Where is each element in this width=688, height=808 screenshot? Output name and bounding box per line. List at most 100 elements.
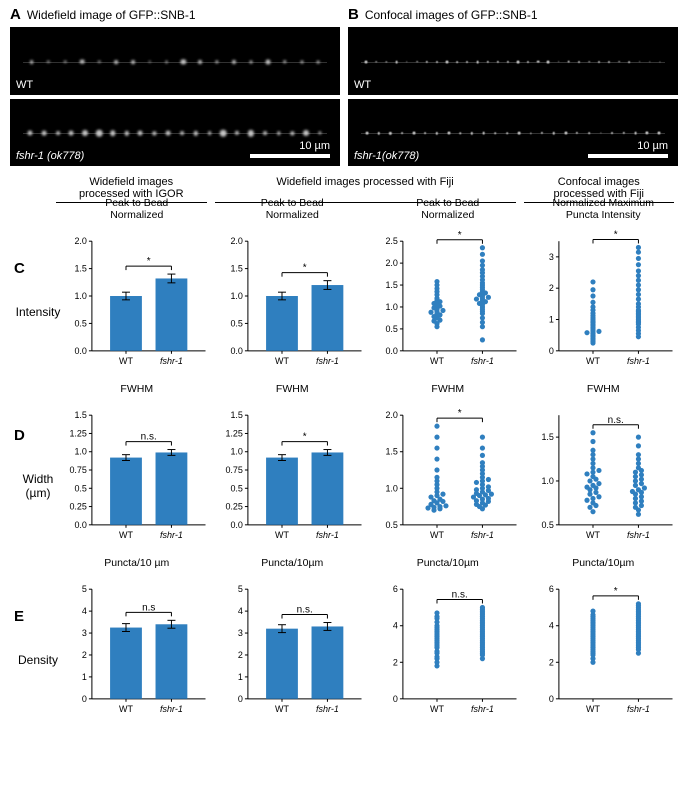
panel-A: A Widefield image of GFP::SNB-1 WT fshr-… (10, 6, 340, 166)
chart-D-4-plot: 0.51.01.5WTfshr-1n.s. (529, 397, 679, 547)
svg-text:*: * (613, 586, 617, 597)
chart-D-2-plot: 0.00.250.50.751.01.251.5WTfshr-1* (218, 397, 368, 547)
svg-text:1.0: 1.0 (541, 476, 553, 486)
chart-D-2-title: FWHM (276, 379, 309, 395)
panel-A-scalebar-label: 10 µm (299, 140, 330, 152)
svg-text:fshr-1: fshr-1 (316, 704, 339, 714)
svg-text:0.5: 0.5 (385, 324, 397, 334)
panel-A-top-label: WT (16, 79, 33, 91)
chart-D-4-title: FWHM (587, 379, 620, 395)
panel-A-letter: A (10, 6, 21, 23)
chart-C-2: Peak to Bead Normalized0.00.51.01.52.0WT… (218, 205, 368, 373)
row-C-label: Intensity (16, 305, 61, 319)
svg-text:2: 2 (548, 283, 553, 293)
chart-E-4-plot: 0246WTfshr-1* (529, 571, 679, 721)
svg-text:0: 0 (393, 694, 398, 704)
panel-B-letter: B (348, 6, 359, 23)
svg-text:WT: WT (119, 530, 133, 540)
svg-text:1.5: 1.5 (74, 264, 86, 274)
svg-text:*: * (302, 432, 306, 443)
panel-B-image-wt: WT (348, 27, 678, 95)
svg-text:fshr-1: fshr-1 (471, 530, 494, 540)
svg-text:0.0: 0.0 (230, 346, 242, 356)
svg-text:0: 0 (548, 346, 553, 356)
panel-A-header: A Widefield image of GFP::SNB-1 (10, 6, 340, 23)
svg-text:2: 2 (82, 650, 87, 660)
panel-B-image-mut: fshr-1(ok778) 10 µm (348, 99, 678, 167)
chart-C-2-plot: 0.00.51.01.52.0WTfshr-1* (218, 223, 368, 373)
panel-B-header: B Confocal images of GFP::SNB-1 (348, 6, 678, 23)
row-C-letter: C (14, 260, 25, 277)
svg-text:1: 1 (82, 672, 87, 682)
svg-text:2.0: 2.0 (74, 236, 86, 246)
chart-E-3-title: Puncta/10µm (417, 553, 479, 569)
svg-text:fshr-1: fshr-1 (160, 704, 183, 714)
chart-E-2-plot: 012345WTfshr-1n.s. (218, 571, 368, 721)
row-E-letter: E (14, 608, 24, 625)
svg-text:fshr-1: fshr-1 (627, 704, 650, 714)
svg-text:*: * (302, 263, 306, 274)
panel-A-scalebar (250, 154, 330, 158)
puncta-A-top (23, 61, 327, 63)
chart-D-1: FWHM0.00.250.50.751.01.251.5WTfshr-1n.s. (62, 379, 212, 547)
svg-text:1.25: 1.25 (225, 428, 242, 438)
svg-text:0.75: 0.75 (225, 465, 242, 475)
svg-text:1.5: 1.5 (385, 447, 397, 457)
svg-text:1.0: 1.0 (385, 302, 397, 312)
panel-B-scalebar-label: 10 µm (637, 140, 668, 152)
chart-C-4-title: Normalized Maximum Puncta Intensity (552, 205, 654, 221)
puncta-B-top (361, 61, 665, 63)
chart-E-1: Puncta/10 µm012345WTfshr-1n.s (62, 553, 212, 721)
chart-E-2: Puncta/10µm012345WTfshr-1n.s. (218, 553, 368, 721)
puncta-B-bot (361, 132, 665, 134)
svg-text:0.75: 0.75 (69, 465, 86, 475)
svg-text:fshr-1: fshr-1 (316, 356, 339, 366)
chart-E-4-title: Puncta/10µm (572, 553, 634, 569)
svg-text:0.0: 0.0 (74, 346, 86, 356)
chart-D-4: FWHM0.51.01.5WTfshr-1n.s. (529, 379, 679, 547)
svg-text:0.5: 0.5 (541, 520, 553, 530)
svg-text:2: 2 (548, 657, 553, 667)
svg-text:2.0: 2.0 (230, 236, 242, 246)
svg-text:1.0: 1.0 (385, 483, 397, 493)
svg-text:WT: WT (430, 530, 444, 540)
svg-text:WT: WT (586, 530, 600, 540)
chart-C-1-plot: 0.00.51.01.52.0WTfshr-1* (62, 223, 212, 373)
row-D: DWidth (µm)FWHM0.00.250.50.751.01.251.5W… (0, 377, 688, 551)
svg-text:5: 5 (82, 584, 87, 594)
chart-D-2: FWHM0.00.250.50.751.01.251.5WTfshr-1* (218, 379, 368, 547)
chart-E-1-title: Puncta/10 µm (104, 553, 169, 569)
panel-A-image-wt: WT (10, 27, 340, 95)
svg-text:4: 4 (237, 606, 242, 616)
chart-E-1-plot: 012345WTfshr-1n.s (62, 571, 212, 721)
panel-B-scalebar (588, 154, 668, 158)
svg-text:4: 4 (82, 606, 87, 616)
svg-text:*: * (613, 229, 617, 240)
svg-text:fshr-1: fshr-1 (160, 530, 183, 540)
svg-text:fshr-1: fshr-1 (471, 704, 494, 714)
chart-rows: C Intensity Peak to Bead Normalized0.00.51… (0, 203, 688, 725)
svg-text:1: 1 (548, 314, 553, 324)
chart-D-1-plot: 0.00.250.50.751.01.251.5WTfshr-1n.s. (62, 397, 212, 547)
svg-text:4: 4 (393, 621, 398, 631)
svg-text:1.25: 1.25 (69, 428, 86, 438)
svg-text:1.0: 1.0 (74, 291, 86, 301)
svg-text:*: * (147, 256, 151, 267)
svg-text:fshr-1: fshr-1 (627, 356, 650, 366)
svg-text:fshr-1: fshr-1 (316, 530, 339, 540)
svg-text:n.s: n.s (142, 602, 155, 613)
chart-E-3: Puncta/10µm0246WTfshr-1n.s. (373, 553, 523, 721)
panel-A-bottom-label: fshr-1 (ok778) (16, 150, 84, 162)
svg-text:*: * (458, 408, 462, 419)
svg-text:3: 3 (548, 252, 553, 262)
svg-text:WT: WT (119, 704, 133, 714)
svg-text:WT: WT (430, 704, 444, 714)
svg-text:WT: WT (275, 704, 289, 714)
svg-text:WT: WT (275, 530, 289, 540)
image-panels-row: A Widefield image of GFP::SNB-1 WT fshr-… (0, 0, 688, 170)
svg-text:2.5: 2.5 (385, 236, 397, 246)
svg-text:0.0: 0.0 (230, 520, 242, 530)
svg-text:*: * (458, 230, 462, 241)
svg-text:1.0: 1.0 (74, 447, 86, 457)
svg-text:WT: WT (430, 356, 444, 366)
